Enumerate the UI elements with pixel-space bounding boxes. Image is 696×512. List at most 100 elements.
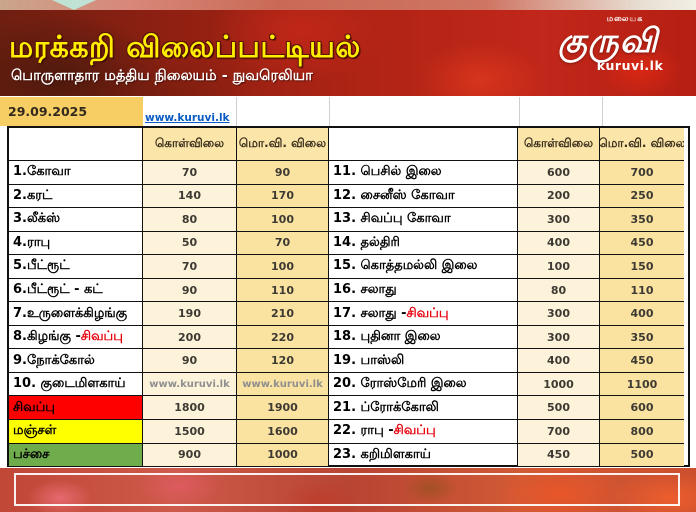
wholesale-price-right-5: 110 bbox=[600, 278, 684, 303]
header-buy-right: கொள்விலை bbox=[518, 128, 600, 161]
buy-price-left-0: 70 bbox=[143, 161, 237, 185]
buy-price-left-5: 90 bbox=[143, 278, 237, 303]
buy-price-right-11: 700 bbox=[518, 420, 600, 444]
row-label-right-7: 18. புதினா இலை bbox=[329, 325, 518, 350]
buy-price-right-3: 400 bbox=[518, 231, 600, 256]
wholesale-price-right-12: 500 bbox=[600, 443, 684, 468]
wholesale-price-left-9: www.kuruvi.lk bbox=[237, 372, 329, 397]
row-label-left-6: 7.உருளைக்கிழங்கு bbox=[9, 302, 143, 326]
wholesale-price-left-0: 90 bbox=[237, 161, 329, 185]
buy-price-right-12: 450 bbox=[518, 443, 600, 468]
buy-price-right-5: 80 bbox=[518, 278, 600, 303]
date-label: 29.09.2025 bbox=[0, 97, 143, 126]
buy-price-right-8: 400 bbox=[518, 349, 600, 373]
row-label-left-3: 4.ராபு bbox=[9, 231, 143, 256]
buy-price-left-4: 70 bbox=[143, 255, 237, 279]
buy-price-left-1: 140 bbox=[143, 184, 237, 209]
header-buy-left: கொள்விலை bbox=[143, 128, 237, 161]
wholesale-price-left-7: 220 bbox=[237, 325, 329, 350]
decorative-triangle bbox=[52, 0, 96, 10]
row-label-left-0: 1.கோவா bbox=[9, 161, 143, 185]
page-title: மரக்கறி விலைப்பட்டியல் bbox=[9, 30, 361, 65]
wholesale-price-left-12: 1000 bbox=[237, 443, 329, 468]
row-label-left-12: பச்சை bbox=[9, 443, 143, 468]
banner: மரக்கறி விலைப்பட்டியல் பொருளாதார மத்திய … bbox=[0, 10, 696, 96]
row-label-right-0: 11. பெசில் இலை bbox=[329, 161, 518, 185]
row-label-right-11: 22. ராபு - சிவப்பு bbox=[329, 420, 518, 444]
logo-tagline: மலையக bbox=[606, 14, 644, 23]
buy-price-right-6: 300 bbox=[518, 302, 600, 326]
wholesale-price-right-0: 700 bbox=[600, 161, 684, 185]
table-panel: 29.09.2025 www.kuruvi.lk கொள்விலை மொ.வி.… bbox=[0, 96, 696, 468]
buy-price-right-4: 100 bbox=[518, 255, 600, 279]
date-row-spacer bbox=[237, 97, 330, 126]
wholesale-price-right-11: 800 bbox=[600, 420, 684, 444]
buy-price-right-2: 300 bbox=[518, 208, 600, 232]
row-label-right-5: 16. சலாது bbox=[329, 278, 518, 303]
wholesale-price-right-4: 150 bbox=[600, 255, 684, 279]
date-row-spacer bbox=[603, 97, 690, 126]
wholesale-price-right-2: 350 bbox=[600, 208, 684, 232]
wholesale-price-right-7: 350 bbox=[600, 325, 684, 350]
buy-price-right-10: 500 bbox=[518, 396, 600, 421]
buy-price-left-12: 900 bbox=[143, 443, 237, 468]
row-label-right-10: 21. ப்ரோக்கோலி bbox=[329, 396, 518, 421]
buy-price-left-9: www.kuruvi.lk bbox=[143, 372, 237, 397]
wholesale-price-left-10: 1900 bbox=[237, 396, 329, 421]
label-accent-red: சிவப்பு bbox=[80, 329, 123, 345]
wholesale-price-left-1: 170 bbox=[237, 184, 329, 209]
row-label-left-1: 2.கரட் bbox=[9, 184, 143, 209]
row-label-left-5: 6.பீட்ரூட் - கட் bbox=[9, 278, 143, 303]
bottom-photo-strip bbox=[0, 468, 696, 512]
wholesale-price-left-4: 100 bbox=[237, 255, 329, 279]
website-link[interactable]: www.kuruvi.lk bbox=[145, 112, 230, 124]
row-label-right-8: 19. பாஸ்லி bbox=[329, 349, 518, 373]
buy-price-left-3: 50 bbox=[143, 231, 237, 256]
page-subtitle: பொருளாதார மத்திய நிலையம் - நுவரெலியா bbox=[11, 68, 313, 84]
wholesale-price-left-3: 70 bbox=[237, 231, 329, 256]
header-empty-left bbox=[9, 128, 143, 161]
website-link-cell: www.kuruvi.lk bbox=[143, 97, 237, 126]
logo-wordmark: குருவி bbox=[557, 21, 659, 60]
buy-price-left-10: 1800 bbox=[143, 396, 237, 421]
wholesale-price-right-8: 450 bbox=[600, 349, 684, 373]
buy-price-right-9: 1000 bbox=[518, 372, 600, 397]
row-label-right-6: 17. சலாது - சிவப்பு bbox=[329, 302, 518, 326]
row-label-right-12: 23. கறிமிளகாய் bbox=[329, 443, 518, 468]
wholesale-price-left-5: 110 bbox=[237, 278, 329, 303]
wholesale-price-right-3: 450 bbox=[600, 231, 684, 256]
wholesale-price-right-10: 600 bbox=[600, 396, 684, 421]
top-photo-strip bbox=[0, 0, 696, 10]
row-label-left-9: 10. குடைமிளகாய் bbox=[9, 372, 143, 397]
photo-frame bbox=[14, 473, 680, 506]
header-empty-right bbox=[329, 128, 518, 161]
price-table: கொள்விலை மொ.வி. விலை கொள்விலை மொ.வி. வில… bbox=[7, 126, 690, 468]
row-label-right-1: 12. சைனீஸ் கோவா bbox=[329, 184, 518, 209]
date-row-spacer bbox=[520, 97, 603, 126]
row-label-right-9: 20. ரோஸ்மேரி இலை bbox=[329, 372, 518, 397]
logo-domain: kuruvi.lk bbox=[596, 58, 664, 73]
header-wholesale-right: மொ.வி. விலை bbox=[600, 128, 684, 161]
buy-price-left-8: 90 bbox=[143, 349, 237, 373]
wholesale-price-left-11: 1600 bbox=[237, 420, 329, 444]
wholesale-price-right-9: 1100 bbox=[600, 372, 684, 397]
wholesale-price-left-2: 100 bbox=[237, 208, 329, 232]
buy-price-right-1: 200 bbox=[518, 184, 600, 209]
buy-price-left-11: 1500 bbox=[143, 420, 237, 444]
row-label-left-10: சிவப்பு bbox=[9, 396, 143, 421]
wholesale-price-right-6: 400 bbox=[600, 302, 684, 326]
kuruvi-logo: மலையக குருவி kuruvi.lk bbox=[528, 14, 688, 96]
wholesale-price-right-1: 250 bbox=[600, 184, 684, 209]
row-label-left-2: 3.லீக்ஸ் bbox=[9, 208, 143, 232]
label-accent-red: சிவப்பு bbox=[406, 305, 449, 321]
row-label-left-4: 5.பீட்ரூட் bbox=[9, 255, 143, 279]
date-row: 29.09.2025 www.kuruvi.lk bbox=[0, 97, 690, 126]
row-label-right-3: 14. தல்திரி bbox=[329, 231, 518, 256]
header-wholesale-left: மொ.வி. விலை bbox=[237, 128, 329, 161]
buy-price-right-7: 300 bbox=[518, 325, 600, 350]
row-label-right-2: 13. சிவப்பு கோவா bbox=[329, 208, 518, 232]
buy-price-right-0: 600 bbox=[518, 161, 600, 185]
buy-price-left-2: 80 bbox=[143, 208, 237, 232]
buy-price-left-7: 200 bbox=[143, 325, 237, 350]
